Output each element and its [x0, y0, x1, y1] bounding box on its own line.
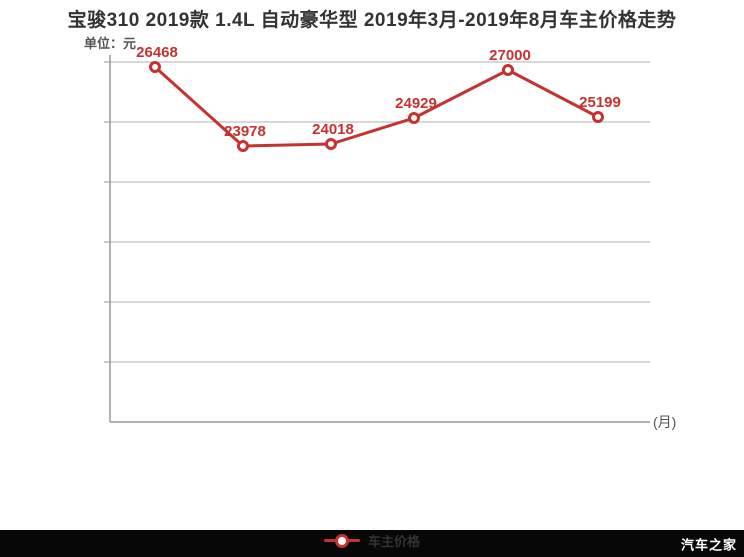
data-point	[502, 64, 514, 76]
autohome-watermark: 汽车之家	[680, 537, 737, 552]
x-axis-unit-label: (月)	[653, 414, 677, 430]
chart-legend: 车主价格	[323, 531, 420, 550]
data-point	[592, 111, 604, 123]
legend-dot-icon	[334, 533, 349, 548]
legend-series-label: 车主价格	[367, 534, 420, 549]
trend-line	[153, 65, 600, 148]
footer-bar: 车主价格 汽车之家	[0, 530, 744, 557]
chart-title: 宝骏310 2019款 1.4L 自动豪华型 2019年3月-2019年8月车主…	[67, 10, 677, 31]
data-point-label: 25199	[579, 94, 621, 111]
data-point-label: 24929	[395, 95, 437, 112]
data-point	[325, 138, 337, 150]
data-point-label: 24018	[312, 121, 354, 138]
data-point	[149, 61, 161, 73]
data-point	[408, 112, 420, 124]
data-point	[237, 140, 249, 152]
data-point-label: 27000	[489, 47, 531, 64]
data-point-label: 26468	[136, 44, 178, 61]
data-point-label: 23978	[224, 123, 266, 140]
legend-line-marker-icon	[323, 533, 360, 548]
y-axis-unit-label: 单位：元	[84, 36, 137, 51]
